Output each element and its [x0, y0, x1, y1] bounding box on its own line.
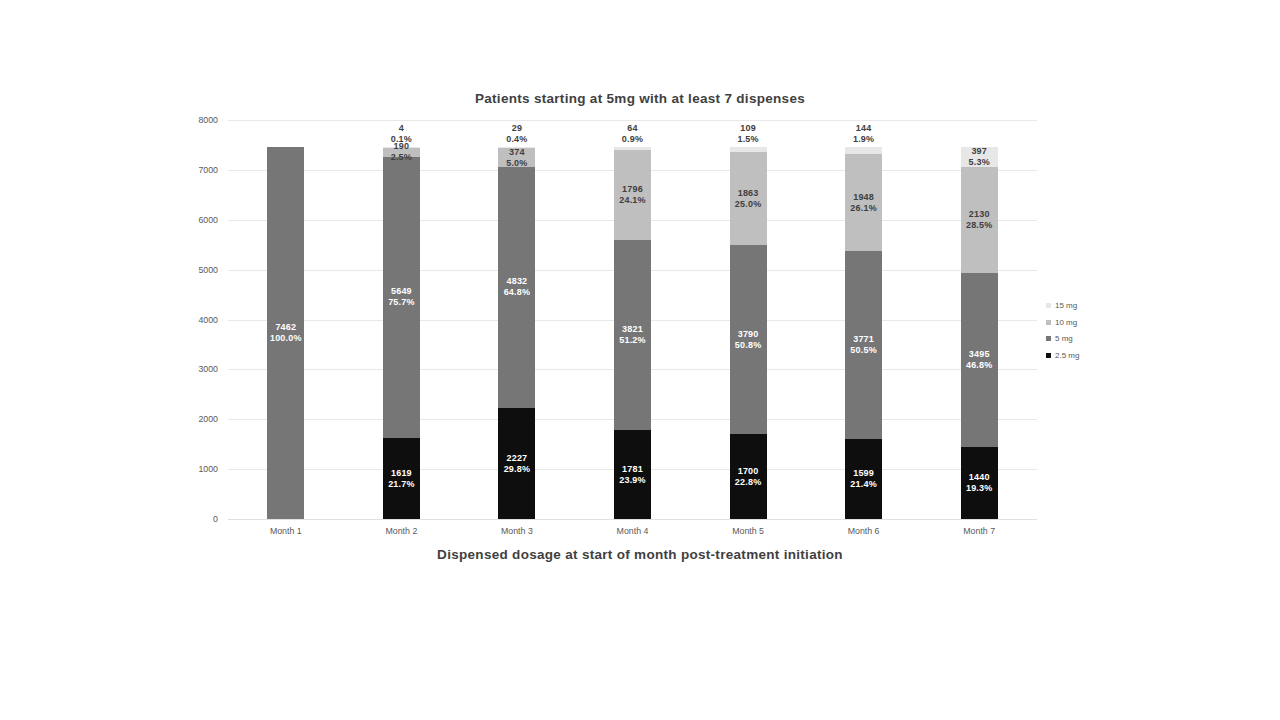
segment-label: 186325.0% [712, 188, 784, 210]
legend-item: 10 mg [1046, 313, 1077, 325]
segment-label: 377150.5% [828, 334, 900, 356]
x-tick-label: Month 6 [819, 526, 909, 536]
y-tick-label: 8000 [178, 115, 218, 125]
segment-label: 349546.8% [943, 349, 1015, 371]
x-tick-label: Month 3 [472, 526, 562, 536]
segment-label: 3745.0% [481, 147, 553, 169]
segment-label: 379050.8% [712, 329, 784, 351]
segment-label: 144019.3% [943, 472, 1015, 494]
legend-label: 5 mg [1055, 334, 1073, 343]
segment-label: 178123.9% [597, 464, 669, 486]
legend-swatch [1046, 353, 1051, 358]
segment-label: 564975.7% [365, 286, 437, 308]
x-tick-label: Month 4 [588, 526, 678, 536]
legend-item: 5 mg [1046, 329, 1073, 341]
y-tick-label: 4000 [178, 315, 218, 325]
legend-label: 10 mg [1055, 318, 1077, 327]
bar-segment [845, 147, 882, 154]
y-tick-label: 2000 [178, 414, 218, 424]
segment-label: 7462100.0% [250, 322, 322, 344]
chart-canvas: Patients starting at 5mg with at least 7… [0, 0, 1280, 720]
legend-item: 15 mg [1046, 296, 1077, 308]
x-tick-label: Month 2 [356, 526, 446, 536]
legend-label: 2.5 mg [1055, 351, 1079, 360]
y-tick-label: 7000 [178, 165, 218, 175]
segment-label: 159921.4% [828, 468, 900, 490]
y-tick-label: 1000 [178, 464, 218, 474]
y-tick-label: 3000 [178, 364, 218, 374]
x-tick-label: Month 7 [934, 526, 1024, 536]
y-tick-label: 5000 [178, 265, 218, 275]
gridline [228, 519, 1037, 520]
legend-swatch [1046, 336, 1051, 341]
segment-label: 161921.7% [365, 468, 437, 490]
legend-item: 2.5 mg [1046, 346, 1079, 358]
y-tick-label: 6000 [178, 215, 218, 225]
legend-swatch [1046, 320, 1051, 325]
segment-label: 194826.1% [828, 192, 900, 214]
bar-segment [614, 147, 651, 150]
segment-label: 179624.1% [597, 184, 669, 206]
bar-segment [730, 147, 767, 152]
segment-label: 222729.8% [481, 453, 553, 475]
y-tick-label: 0 [178, 514, 218, 524]
x-tick-label: Month 1 [241, 526, 331, 536]
segment-label: 1441.9% [828, 123, 900, 145]
legend-swatch [1046, 303, 1051, 308]
x-axis-title: Dispensed dosage at start of month post-… [0, 547, 1280, 562]
segment-label: 1091.5% [712, 123, 784, 145]
segment-label: 290.4% [481, 123, 553, 145]
segment-label: 483264.8% [481, 276, 553, 298]
gridline [228, 120, 1037, 121]
segment-label: 170022.8% [712, 466, 784, 488]
legend-label: 15 mg [1055, 301, 1077, 310]
segment-label: 640.9% [597, 123, 669, 145]
x-tick-label: Month 5 [703, 526, 793, 536]
segment-label: 382151.2% [597, 324, 669, 346]
segment-label: 40.1% [365, 123, 437, 145]
segment-label: 3975.3% [943, 146, 1015, 168]
segment-label: 213028.5% [943, 209, 1015, 231]
chart-title: Patients starting at 5mg with at least 7… [0, 91, 1280, 106]
